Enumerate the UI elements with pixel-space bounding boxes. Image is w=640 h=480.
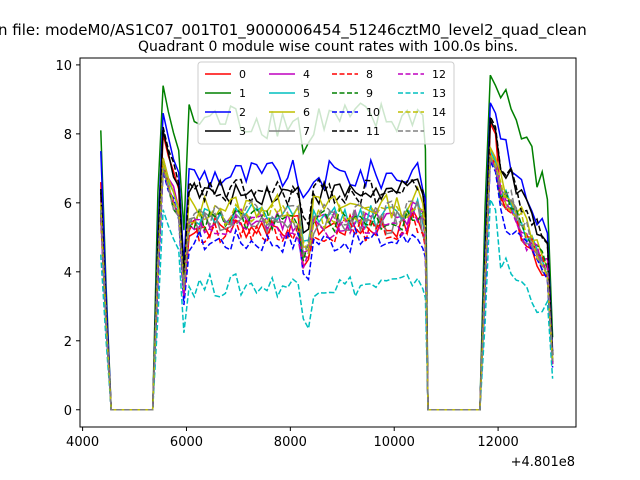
legend-label: 0 bbox=[239, 68, 246, 81]
series-line-14 bbox=[100, 151, 554, 411]
axes-frame bbox=[79, 57, 577, 428]
y-axis: 0 2 4 6 8 10 bbox=[55, 59, 80, 419]
y-tick-label: 10 bbox=[55, 59, 72, 74]
legend-label: 13 bbox=[432, 87, 446, 100]
legend-label: 10 bbox=[366, 106, 380, 119]
legend-label: 14 bbox=[432, 106, 446, 119]
x-tick-label: 4000 bbox=[66, 435, 99, 450]
x-axis: 4000 6000 8000 10000 12000 bbox=[66, 427, 519, 450]
x-offset-label: +4.801e8 bbox=[511, 455, 575, 470]
chart-title: Quadrant 0 module wise count rates with … bbox=[138, 39, 518, 55]
legend-label: 15 bbox=[432, 125, 446, 138]
legend-label: 1 bbox=[239, 87, 246, 100]
legend-label: 12 bbox=[432, 68, 446, 81]
y-tick-label: 2 bbox=[64, 335, 72, 350]
x-tick-label: 8000 bbox=[274, 435, 307, 450]
x-tick-label: 12000 bbox=[477, 435, 518, 450]
y-tick-label: 6 bbox=[64, 197, 72, 212]
legend-label: 2 bbox=[239, 106, 246, 119]
y-tick-label: 4 bbox=[64, 266, 72, 281]
x-tick-label: 10000 bbox=[374, 435, 415, 450]
figure-suptitle: n file: modeM0/AS1C07_001T01_9000006454_… bbox=[0, 21, 587, 40]
legend-box bbox=[197, 61, 455, 145]
series-line-15 bbox=[100, 155, 554, 411]
legend-label: 5 bbox=[303, 87, 310, 100]
legend-label: 6 bbox=[303, 106, 310, 119]
legend-label: 3 bbox=[239, 125, 246, 138]
legend-label: 8 bbox=[366, 68, 373, 81]
y-tick-label: 0 bbox=[64, 404, 72, 419]
x-tick-label: 6000 bbox=[170, 435, 203, 450]
series-line-11 bbox=[100, 116, 554, 411]
legend-label: 4 bbox=[303, 68, 310, 81]
plot-area bbox=[79, 57, 577, 428]
y-tick-label: 8 bbox=[64, 128, 72, 143]
legend-label: 11 bbox=[366, 125, 380, 138]
legend-label: 7 bbox=[303, 125, 310, 138]
legend-label: 9 bbox=[366, 87, 373, 100]
